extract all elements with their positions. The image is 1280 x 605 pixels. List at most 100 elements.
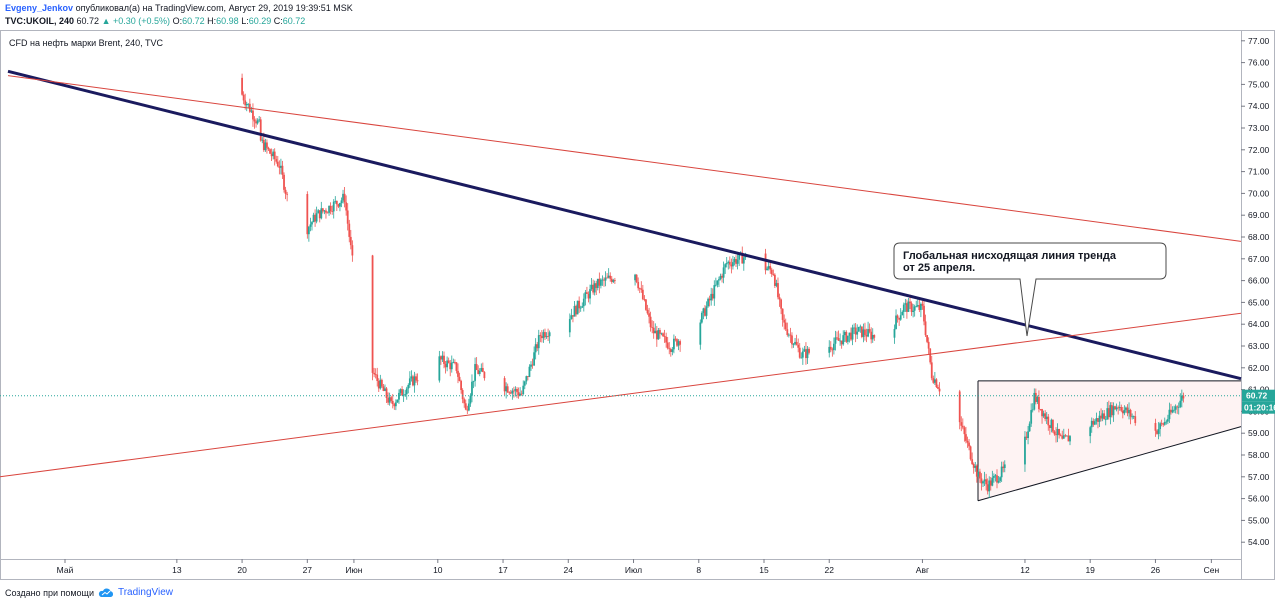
candle-body <box>710 293 713 301</box>
countdown-tag <box>1242 401 1275 414</box>
candle-body <box>893 328 896 338</box>
candle-body <box>635 274 638 282</box>
candle-body <box>601 279 604 281</box>
candle-body <box>1100 415 1102 419</box>
candle-body <box>918 305 921 310</box>
candle-body <box>901 311 904 316</box>
x-tick-label: 13 <box>172 565 182 575</box>
chart-border <box>0 30 1275 580</box>
candle-body <box>669 349 672 352</box>
candle-body <box>1036 396 1039 402</box>
candle-body <box>704 308 706 316</box>
candle-body <box>719 275 722 280</box>
price-chart[interactable]: CFD на нефть марки Brent, 240, TVC 77.00… <box>0 30 1278 580</box>
candle-body <box>736 259 739 264</box>
candle-body <box>384 388 386 391</box>
candle-body <box>1131 416 1134 418</box>
candle-body <box>264 142 267 151</box>
candle-body <box>258 119 261 121</box>
candle-body <box>503 378 506 392</box>
candle-body <box>1173 409 1175 411</box>
candle-body <box>247 103 250 105</box>
candle-body <box>833 343 835 351</box>
candle-body <box>284 189 287 194</box>
candle-body <box>966 440 969 443</box>
candle-body <box>385 388 388 399</box>
candle-body <box>275 159 278 162</box>
candle-body <box>700 312 703 323</box>
candle-body <box>730 264 733 267</box>
candle-body <box>609 275 612 279</box>
candle-body <box>573 305 576 317</box>
candle-body <box>982 481 984 484</box>
up-arrow-icon: ▲ <box>101 16 111 26</box>
candle-body <box>413 376 416 386</box>
candle-body <box>778 297 781 300</box>
close-value: 60.72 <box>282 16 306 26</box>
y-tick-label: 56.00 <box>1248 494 1270 504</box>
upper-channel-line <box>7 75 1242 242</box>
candle-body <box>898 318 901 320</box>
author-link[interactable]: Evgeny_Jenkov <box>5 3 74 13</box>
candle-body <box>850 332 852 340</box>
candle-body <box>286 193 289 195</box>
candle-body <box>856 331 859 335</box>
candle-body <box>281 165 284 175</box>
y-tick-label: 63.00 <box>1248 341 1270 351</box>
candle-body <box>702 308 705 313</box>
y-tick-label: 72.00 <box>1248 145 1270 155</box>
candle-body <box>440 356 442 360</box>
candle-body <box>592 284 595 293</box>
tradingview-brand[interactable]: TradingView <box>117 587 174 598</box>
x-tick-label: Сен <box>1204 565 1220 575</box>
candle-body <box>773 274 776 286</box>
candle-body <box>460 380 462 391</box>
candle-body <box>932 378 935 383</box>
candle-body <box>996 475 998 483</box>
candle-body <box>525 376 528 382</box>
candle-body <box>349 236 352 246</box>
open-label: O: <box>172 16 183 26</box>
candle-body <box>1107 408 1110 418</box>
candle-body <box>306 194 309 235</box>
candle-body <box>412 376 414 386</box>
candle-body <box>325 210 327 213</box>
candle-body <box>713 285 716 299</box>
candle-body <box>253 119 256 122</box>
candle-body <box>1126 407 1129 414</box>
candle-body <box>329 205 332 212</box>
candle-body <box>463 399 466 404</box>
candle-body <box>662 333 664 337</box>
candle-body <box>317 210 320 214</box>
candle-body <box>455 362 458 371</box>
candle-body <box>453 361 456 363</box>
candle-body <box>273 151 276 160</box>
candle-body <box>781 308 784 320</box>
candle-body <box>539 335 542 337</box>
chart-frame[interactable]: CFD на нефть марки Brent, 240, TVC 77.00… <box>0 30 1278 580</box>
candle-body <box>600 279 602 286</box>
candle-body <box>999 477 1002 481</box>
candle-body <box>854 327 857 335</box>
downtrend-line <box>7 69 1242 381</box>
candle-body <box>965 434 967 441</box>
candle-body <box>1064 435 1067 437</box>
candle-body <box>416 380 419 382</box>
candle-body <box>794 341 796 345</box>
candle-body <box>441 355 444 360</box>
candle-body <box>1055 434 1057 436</box>
candle-body <box>859 326 862 328</box>
candle-body <box>769 266 772 270</box>
candle-body <box>919 303 922 310</box>
candle-body <box>862 329 865 337</box>
candle-body <box>643 299 646 300</box>
candle-body <box>461 390 464 400</box>
candle-body <box>968 442 970 447</box>
candle-body <box>846 335 849 342</box>
candle-body <box>722 267 725 278</box>
candle-body <box>663 336 666 337</box>
candle-body <box>404 394 407 395</box>
candle-body <box>1061 435 1064 439</box>
candle-body <box>312 214 315 223</box>
candle-body <box>398 392 400 400</box>
